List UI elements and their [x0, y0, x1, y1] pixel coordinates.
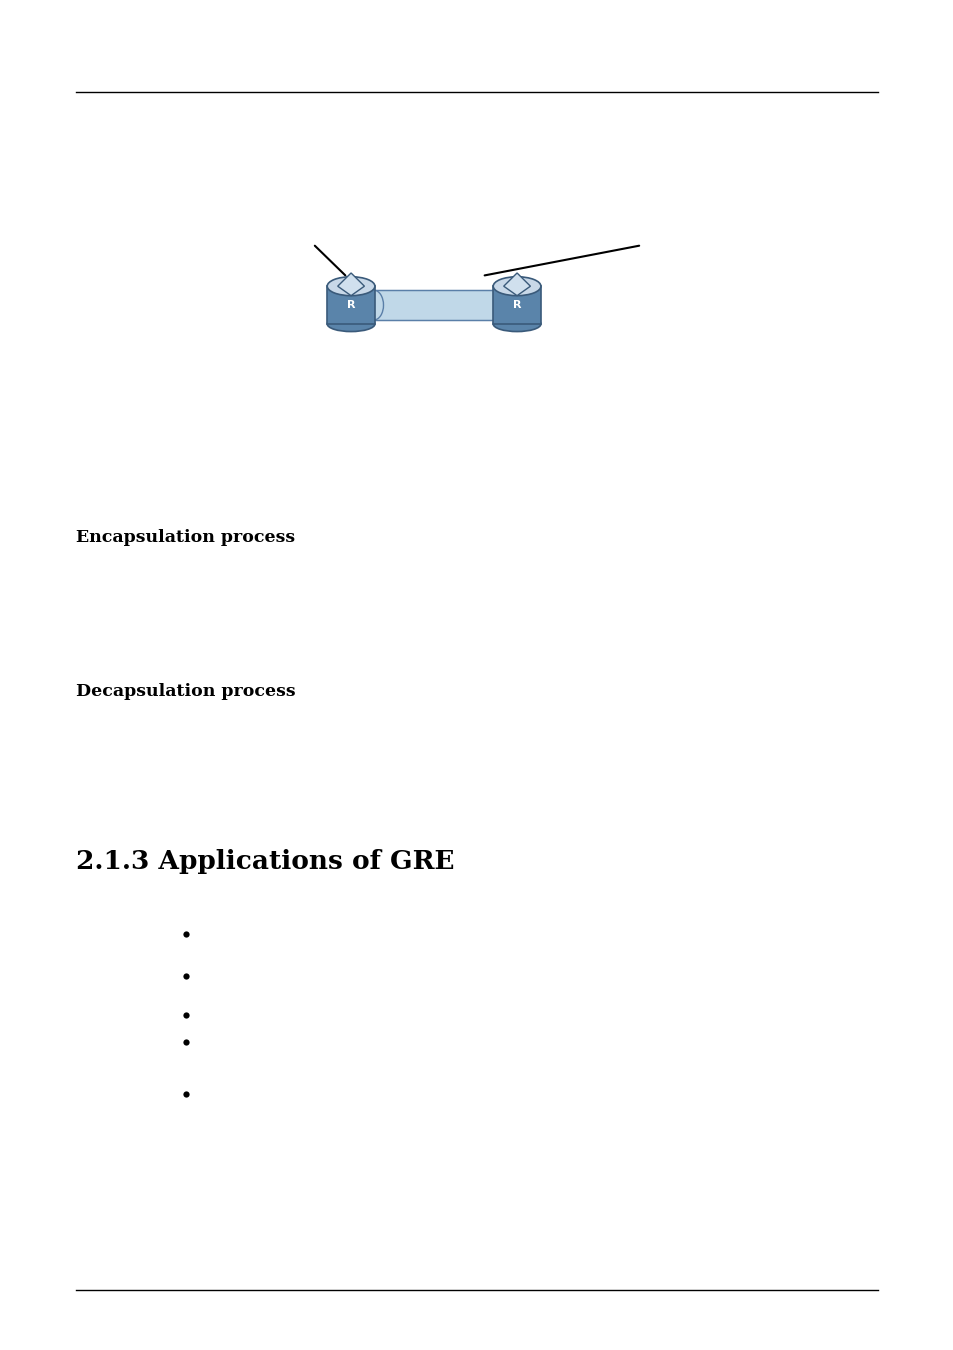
FancyBboxPatch shape [374, 290, 494, 320]
Ellipse shape [484, 290, 503, 320]
FancyBboxPatch shape [327, 286, 375, 324]
Ellipse shape [327, 316, 375, 332]
Ellipse shape [327, 277, 375, 296]
Polygon shape [337, 273, 364, 296]
Text: 2.1.3 Applications of GRE: 2.1.3 Applications of GRE [76, 849, 455, 873]
FancyBboxPatch shape [493, 286, 540, 324]
Ellipse shape [364, 290, 383, 320]
Text: Encapsulation process: Encapsulation process [76, 529, 295, 545]
Text: R: R [347, 300, 355, 310]
Polygon shape [503, 273, 530, 296]
Text: Decapsulation process: Decapsulation process [76, 683, 295, 699]
Ellipse shape [493, 277, 540, 296]
Ellipse shape [493, 316, 540, 332]
Text: R: R [513, 300, 520, 310]
